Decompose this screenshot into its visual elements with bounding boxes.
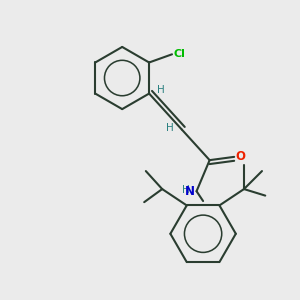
Text: N: N — [185, 185, 195, 198]
Text: H: H — [182, 184, 189, 195]
Text: H: H — [157, 85, 165, 95]
Text: O: O — [236, 150, 246, 164]
Text: H: H — [166, 123, 174, 133]
Text: Cl: Cl — [174, 49, 185, 59]
